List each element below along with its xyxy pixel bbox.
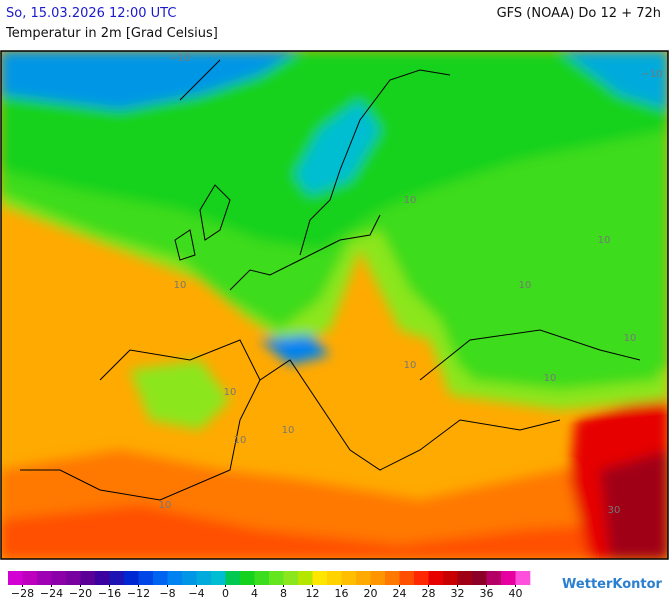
colorbar-swatch — [414, 571, 429, 585]
colorbar-swatch — [66, 571, 81, 585]
colorbar-swatch — [515, 571, 531, 585]
colorbar-label: 36 — [480, 587, 494, 600]
contour-label: 10 — [598, 235, 611, 246]
coastlines — [20, 59, 641, 501]
colorbar-swatch — [22, 571, 38, 585]
colorbar-label: 24 — [393, 587, 407, 600]
contour-labels: −10 −10 10 10 10 10 10 10 10 10 10 10 10 30 — [159, 53, 663, 516]
colorbar-swatch — [167, 571, 183, 585]
contour-label: 10 — [544, 373, 557, 384]
colorbar-label: 12 — [306, 587, 320, 600]
colorbar-label: 28 — [422, 587, 436, 600]
colorbar-swatch — [211, 571, 226, 585]
contour-label: 10 — [404, 195, 417, 206]
colorbar-swatch — [501, 571, 516, 585]
colorbar-swatch — [385, 571, 400, 585]
colorbar-label: 8 — [280, 587, 287, 600]
colorbar-swatch — [138, 571, 154, 585]
colorbar-swatch — [443, 571, 458, 585]
colorbar-swatch — [109, 571, 125, 585]
contour-label: 10 — [519, 280, 532, 291]
colorbar-swatch — [80, 571, 96, 585]
colorbar-swatch — [428, 571, 444, 585]
colorbar-swatch — [196, 571, 212, 585]
colorbar-label: −20 — [69, 587, 92, 600]
colorbar-swatch — [298, 571, 313, 585]
colorbar-label: 16 — [335, 587, 349, 600]
forecast-datetime: So, 15.03.2026 12:00 UTC — [6, 6, 177, 21]
colorbar-label: 20 — [364, 587, 378, 600]
colorbar-swatch — [327, 571, 342, 585]
colorbar-swatch — [37, 571, 52, 585]
colorbar-label: −12 — [127, 587, 150, 600]
colorbar-swatch — [254, 571, 270, 585]
colorbar-swatch — [95, 571, 110, 585]
colorbar-swatch — [269, 571, 284, 585]
colorbar-label: 4 — [251, 587, 258, 600]
model-run: GFS (NOAA) Do 12 + 72h — [496, 6, 661, 21]
contour-label: 10 — [624, 333, 637, 344]
colorbar-swatch — [153, 571, 168, 585]
contour-label: 10 — [159, 500, 172, 511]
colorbar-swatch — [472, 571, 487, 585]
contour-label: 10 — [224, 387, 237, 398]
contour-label: 10 — [404, 360, 417, 371]
contour-label: 10 — [234, 435, 247, 446]
colorbar-label: 32 — [451, 587, 465, 600]
temperature-field: −10 −10 10 10 10 10 10 10 10 10 10 10 10 30 — [1, 51, 668, 559]
contour-label: 10 — [174, 280, 187, 291]
colorbar-label: −28 — [11, 587, 34, 600]
colorbar-swatch — [124, 571, 139, 585]
contour-label: 30 — [608, 505, 621, 516]
contour-label: 10 — [282, 425, 295, 436]
colorbar-label: 0 — [222, 587, 229, 600]
colorbar-swatch — [225, 571, 241, 585]
colorbar-swatch — [283, 571, 299, 585]
colorbar-label: −16 — [98, 587, 121, 600]
colorbar: −28 −24 −20 −16 −12 −8 −4 0 4 8 12 16 20 24 28 32 36 40 — [8, 571, 531, 600]
colorbar-swatch — [182, 571, 197, 585]
contour-label: −10 — [641, 69, 662, 80]
colorbar-swatch — [312, 571, 328, 585]
colorbar-swatch — [486, 571, 502, 585]
colorbar-swatch — [8, 571, 23, 585]
colorbar-label: −8 — [159, 587, 175, 600]
colorbar-swatch — [341, 571, 357, 585]
contour-label: −10 — [169, 53, 190, 64]
colorbar-swatch — [457, 571, 473, 585]
colorbar-swatch — [240, 571, 255, 585]
colorbar-swatch — [356, 571, 371, 585]
colorbar-label: −4 — [188, 587, 204, 600]
colorbar-label: −24 — [40, 587, 63, 600]
colorbar-swatch — [370, 571, 386, 585]
map-frame — [0, 50, 669, 560]
colorbar-label: 40 — [509, 587, 523, 600]
colorbar-swatch — [399, 571, 415, 585]
colorbar-swatch — [51, 571, 67, 585]
logo: WetterKontor — [562, 577, 663, 592]
parameter-title: Temperatur in 2m [Grad Celsius] — [6, 26, 218, 41]
